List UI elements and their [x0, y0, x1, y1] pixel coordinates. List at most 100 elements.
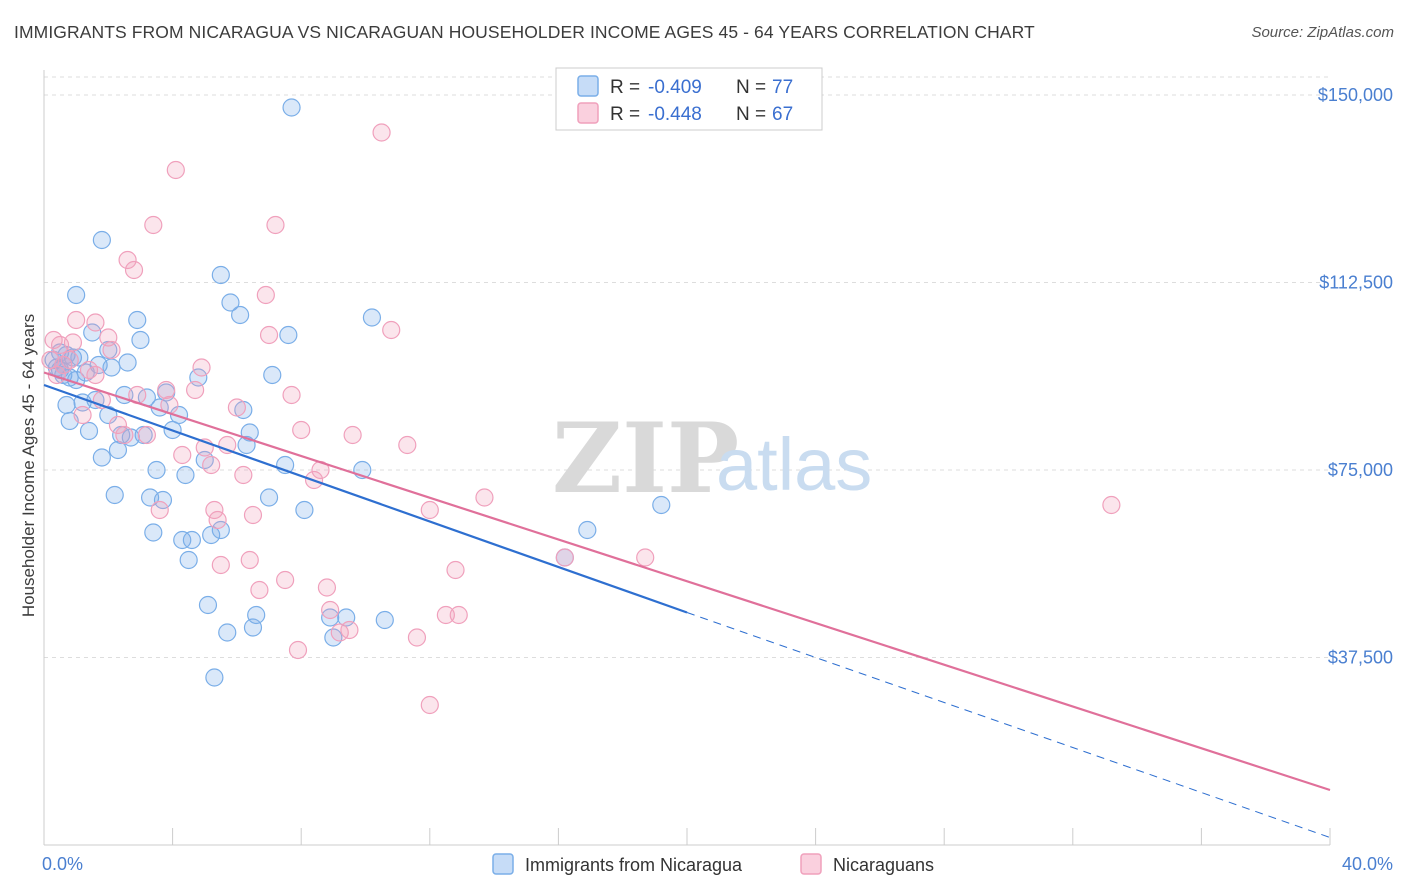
data-point	[60, 350, 79, 370]
legend-n-value: 77	[772, 77, 793, 98]
data-point	[250, 580, 269, 600]
data-point	[256, 285, 275, 305]
data-point	[578, 520, 597, 540]
data-point	[67, 285, 86, 305]
legend-r-value: -0.448	[648, 104, 702, 125]
data-point	[227, 398, 246, 417]
data-point	[211, 555, 230, 575]
y-tick-label: $112,500	[1319, 273, 1393, 293]
watermark-zip: ZIP	[552, 402, 739, 515]
data-point	[92, 448, 111, 467]
data-point	[372, 123, 391, 142]
legend-r-value: -0.409	[648, 77, 702, 98]
data-point	[279, 325, 298, 345]
x-tick-label: 40.0%	[1342, 854, 1393, 874]
data-point	[436, 605, 455, 625]
data-point	[282, 385, 301, 405]
trend-line	[43, 371, 1331, 792]
data-point	[173, 530, 192, 550]
legend-swatch-nicaraguans	[800, 853, 822, 875]
data-point	[475, 488, 494, 507]
data-point	[63, 333, 83, 352]
data-point	[276, 570, 295, 590]
data-point	[198, 595, 218, 615]
data-point	[652, 495, 671, 515]
data-point	[288, 640, 308, 660]
data-point	[173, 445, 192, 465]
data-point	[218, 623, 237, 642]
data-point	[137, 425, 156, 445]
data-point	[555, 548, 574, 567]
data-point	[67, 310, 86, 330]
legend-swatch-pink	[577, 102, 599, 124]
data-point	[108, 440, 128, 460]
data-point	[407, 628, 427, 647]
data-point	[240, 550, 259, 570]
data-point	[375, 610, 394, 630]
bottom-legend: Immigrants from Nicaragua Nicaraguans	[492, 853, 934, 875]
data-point	[182, 530, 201, 550]
data-point	[202, 455, 221, 475]
legend-r-label: R =	[610, 104, 640, 125]
trend-line	[43, 383, 688, 614]
data-point	[63, 348, 83, 367]
x-tick-labels: 0.0% 40.0%	[42, 854, 1393, 874]
trend-line-extension	[686, 612, 1331, 838]
y-tick-label: $37,500	[1328, 648, 1393, 668]
data-point	[259, 488, 279, 507]
data-point	[205, 500, 224, 520]
data-point	[295, 500, 314, 520]
data-point	[292, 420, 311, 440]
data-point	[118, 353, 137, 372]
data-point	[340, 620, 359, 640]
data-point	[382, 320, 401, 340]
data-point	[176, 465, 195, 485]
data-point	[221, 293, 240, 312]
data-point	[102, 358, 121, 377]
data-point	[240, 423, 259, 442]
data-point	[259, 325, 279, 345]
data-point	[636, 548, 655, 567]
data-point	[108, 415, 128, 435]
data-point	[202, 525, 221, 545]
data-point	[186, 380, 205, 400]
data-point	[144, 523, 163, 542]
legend-box: R = -0.409 N = 77 R = -0.448 N = 67	[555, 67, 823, 131]
data-point	[179, 550, 198, 570]
legend-n-value: 67	[772, 104, 793, 125]
data-point	[234, 465, 253, 485]
grid-lines	[44, 76, 1330, 658]
legend-n-label: N =	[736, 104, 766, 125]
data-point	[124, 260, 144, 280]
legend-swatch-blue	[577, 75, 599, 97]
series-nicaraguans-points	[41, 123, 1121, 715]
chart-title: IMMIGRANTS FROM NICARAGUA VS NICARAGUAN …	[14, 22, 1035, 42]
y-tick-label: $150,000	[1318, 85, 1393, 105]
data-point	[446, 560, 465, 580]
data-point	[282, 98, 301, 117]
data-point	[169, 405, 189, 425]
data-point	[99, 405, 118, 425]
data-point	[192, 358, 211, 377]
data-point	[321, 600, 340, 620]
y-tick-labels: $37,500 $75,000 $112,500 $150,000	[1318, 85, 1393, 668]
axes	[43, 70, 1331, 846]
data-point	[157, 380, 176, 400]
source-credit: Source: ZipAtlas.com	[1251, 24, 1394, 41]
data-point	[1102, 495, 1121, 515]
watermark-atlas: atlas	[716, 423, 872, 506]
data-point	[150, 500, 169, 520]
data-point	[398, 435, 417, 455]
y-tick-label: $75,000	[1328, 460, 1393, 480]
data-point	[231, 305, 250, 325]
data-point	[105, 485, 124, 505]
data-point	[205, 668, 224, 687]
data-point	[86, 313, 105, 332]
data-point	[131, 330, 150, 350]
data-point	[115, 425, 134, 445]
data-point	[73, 405, 92, 425]
data-point	[208, 510, 227, 530]
data-point	[247, 605, 266, 625]
data-point	[79, 421, 99, 441]
legend-label-nicaraguans: Nicaraguans	[833, 855, 934, 875]
